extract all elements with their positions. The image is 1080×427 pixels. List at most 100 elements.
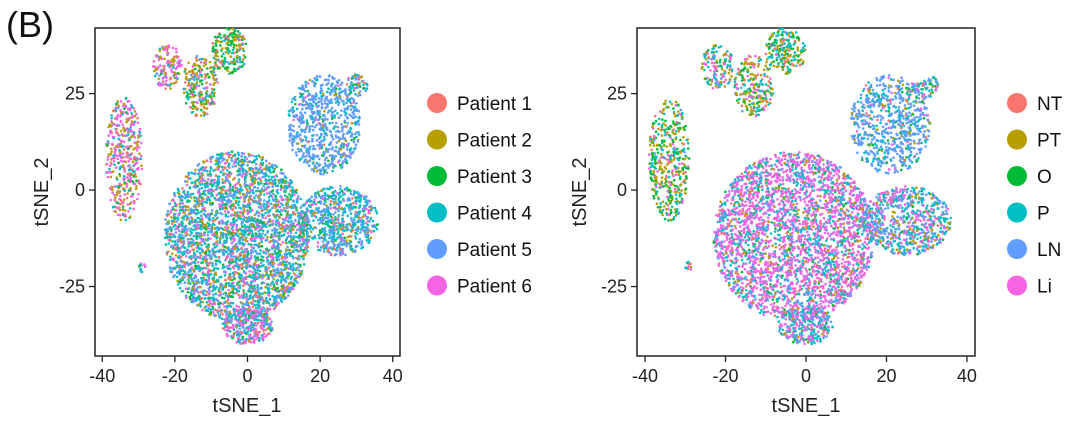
data-point [320,106,324,109]
data-point [349,127,353,130]
data-point [298,234,301,237]
data-point [296,263,300,266]
data-point [330,114,333,117]
data-point [248,290,252,293]
data-point [350,138,354,142]
data-point [204,60,207,64]
data-point [133,170,136,173]
data-point [244,227,248,231]
data-point [279,178,283,181]
data-point [189,254,193,258]
data-point [225,236,229,240]
data-point [202,169,206,172]
data-point [235,232,238,236]
data-point [219,275,223,279]
data-point [255,266,259,269]
data-point [119,150,122,154]
data-point [262,281,266,285]
cluster-right-big [287,74,361,176]
data-point [336,81,340,85]
data-point [128,108,132,112]
data-point [127,117,131,120]
data-point [322,143,326,147]
data-point [197,172,200,176]
data-point [189,261,193,265]
data-point [216,157,219,160]
data-point [340,109,343,112]
data-point [267,293,270,296]
data-point [203,273,207,276]
data-point [188,79,191,82]
data-point [174,67,178,70]
data-point [242,293,246,297]
data-point [201,308,204,312]
data-point [224,285,228,289]
data-point [115,115,119,119]
data-point [272,285,276,288]
data-point [176,246,180,249]
data-point [217,309,221,313]
data-point [311,134,314,137]
data-point [274,178,277,181]
data-point [126,192,129,195]
data-point [227,267,230,270]
data-point [335,96,339,99]
data-point [289,240,293,243]
data-point [208,101,211,105]
data-point [253,276,257,280]
data-point [182,236,185,240]
data-point [205,159,208,162]
data-point [234,157,237,161]
data-point [217,226,221,230]
data-point [222,198,225,201]
data-point [358,93,362,97]
data-point [164,218,167,221]
data-point [285,255,289,259]
data-point [300,130,304,133]
data-point [237,67,241,70]
data-point [105,162,109,166]
data-point [238,232,242,236]
data-point [255,212,258,215]
data-point [281,203,285,207]
data-point [259,298,262,302]
data-point [251,270,254,274]
data-point [106,175,110,179]
data-point [226,159,229,162]
data-point [344,88,347,91]
data-point [115,206,118,209]
data-point [170,219,174,223]
data-point [164,243,168,246]
data-point [275,200,278,204]
data-point [302,254,306,258]
data-point [248,297,252,300]
data-point [273,268,277,272]
data-point [257,214,260,218]
data-point [234,214,238,217]
data-point [313,164,317,167]
data-point [290,142,294,145]
data-point [122,145,125,148]
data-point [357,116,361,119]
data-point [214,250,217,254]
data-point [259,287,262,290]
data-point [249,228,252,232]
data-point [349,91,352,95]
data-point [261,229,265,233]
data-point [211,216,215,220]
data-point [255,227,258,230]
data-point [217,256,220,259]
data-point [164,87,167,90]
data-point [264,216,268,220]
data-point [109,153,113,156]
data-point [283,187,286,190]
data-point [241,225,244,228]
data-point [240,188,244,192]
data-point [334,145,338,149]
data-point [244,175,247,178]
data-point [219,237,222,241]
data-point [299,87,303,90]
data-point [207,178,210,181]
data-point [233,60,237,63]
data-point [271,229,274,232]
